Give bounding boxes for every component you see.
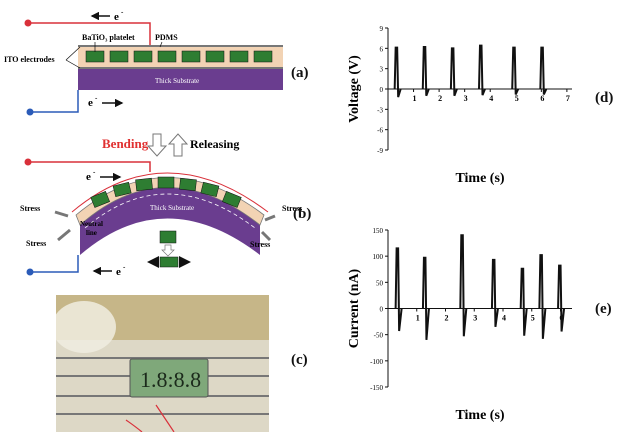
svg-text:Stress: Stress (282, 204, 302, 213)
y-tick-label: -50 (374, 332, 384, 340)
lcd-digits: 1.8:8.8 (140, 367, 201, 392)
bending-arrow (146, 133, 168, 157)
platelet-label: BaTiO₃ platelet (82, 33, 135, 42)
y-tick-label: -3 (377, 106, 383, 114)
x-tick-label: 6 (540, 94, 544, 103)
svg-text:e: e (114, 11, 119, 23)
y-tick-label: -150 (370, 384, 383, 392)
y-tick-label: 100 (373, 253, 384, 261)
y-axis-title: Current (nA) (347, 268, 362, 348)
x-axis-title: Time (s) (455, 408, 504, 423)
y-tick-label: 0 (380, 86, 384, 94)
x-tick-label: 3 (464, 94, 468, 103)
x-tick-label: 7 (566, 94, 570, 103)
signal-peak (538, 254, 547, 339)
signal-peak (449, 47, 458, 97)
pdms-label: PDMS (155, 33, 178, 42)
platelet-row-a (85, 50, 273, 63)
x-tick-label: 1 (416, 314, 420, 323)
y-tick-label: -6 (377, 127, 383, 135)
signal-peak (421, 256, 430, 340)
x-tick-label: 4 (489, 94, 493, 103)
electron-arrow-top: e - (90, 8, 124, 23)
y-axis-title: Voltage (V) (347, 55, 362, 123)
y-tick-label: 50 (376, 279, 384, 287)
svg-text:Neutral: Neutral (80, 220, 103, 228)
y-tick-label: -9 (377, 147, 383, 155)
svg-text:-: - (93, 168, 96, 176)
svg-text:e: e (86, 171, 91, 183)
panel-label-b: (b) (293, 206, 312, 222)
x-tick-label: 5 (515, 94, 519, 103)
signal-peak (511, 46, 520, 95)
x-tick-label: 5 (531, 314, 535, 323)
x-tick-label: 2 (445, 314, 449, 323)
bent-device: e - Thick Substrate e - Stress Stress St… (20, 158, 302, 278)
signal-peak (478, 44, 486, 96)
releasing-label: Releasing (190, 137, 239, 151)
bottom-wire (26, 90, 79, 116)
x-tick-label: 3 (473, 314, 477, 323)
voltage-chart: 9 6 3 0 -3 -6 -9 1 2 3 4 5 6 7 Voltage (V) Time (s) (347, 25, 572, 186)
thick-substrate (78, 69, 283, 90)
signal-peak (519, 267, 528, 336)
svg-text:-: - (121, 8, 124, 16)
svg-text:e: e (116, 266, 121, 278)
signal-peak (490, 258, 499, 327)
y-tick-label: 6 (380, 45, 384, 53)
ito-electrode-bottom (78, 67, 283, 69)
lcd-display (129, 358, 209, 398)
signal-peak (557, 264, 566, 332)
signal-peak (459, 234, 468, 337)
device-photo: 1.8:8.8 (56, 295, 269, 432)
signal-peak (393, 46, 402, 98)
signal-peak (394, 247, 403, 332)
substrate-label: Thick Substrate (155, 77, 199, 85)
x-tick-label: 4 (502, 314, 506, 323)
x-tick-label: 2 (438, 94, 442, 103)
pdms-layer (78, 45, 283, 68)
svg-text:Thick Substrate: Thick Substrate (150, 204, 194, 212)
svg-text:-: - (95, 94, 98, 102)
svg-text:Stress: Stress (250, 240, 270, 249)
svg-text:e: e (88, 97, 93, 109)
panel-label-d: (d) (595, 90, 614, 106)
panel-label-a: (a) (291, 65, 309, 81)
x-axis-title: Time (s) (455, 171, 504, 186)
device-schematic: e - e - Thick Substrate BaTiO₃ platelet … (4, 8, 302, 278)
svg-text:Stress: Stress (26, 239, 46, 248)
ito-label: ITO electrodes (4, 55, 55, 64)
x-tick-label: 1 (413, 94, 417, 103)
y-tick-label: 3 (380, 66, 384, 74)
releasing-arrow (167, 133, 189, 157)
signal-peak (421, 45, 430, 97)
flexible-film (56, 301, 116, 353)
y-tick-label: 0 (380, 306, 384, 314)
panel-label-c: (c) (291, 352, 308, 368)
signal-peak (539, 46, 548, 95)
bending-label: Bending (102, 136, 149, 151)
y-tick-label: 9 (380, 25, 384, 33)
top-wire (24, 19, 151, 55)
panel-label-e: (e) (595, 301, 612, 317)
y-tick-label: 150 (373, 227, 384, 235)
svg-text:-: - (123, 263, 126, 271)
y-tick-label: -100 (370, 358, 383, 366)
svg-text:Stress: Stress (20, 204, 40, 213)
svg-text:line: line (86, 229, 97, 237)
electron-arrow-bottom: e - (88, 94, 124, 109)
ito-electrode-top (78, 45, 283, 47)
